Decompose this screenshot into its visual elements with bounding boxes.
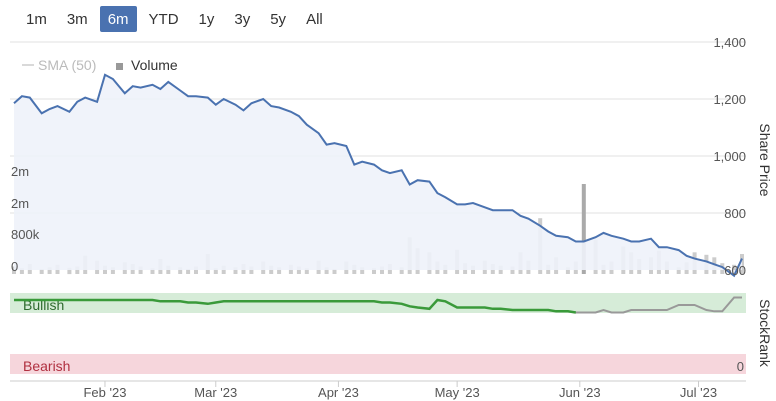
volume-bar <box>138 266 143 274</box>
volume-bar <box>304 268 309 274</box>
range-button-5y[interactable]: 5y <box>262 6 294 32</box>
price-axis: 1,400 1,200 1,000 800 600 <box>713 35 746 278</box>
price-tick-label: 1,200 <box>713 92 746 107</box>
volume-bar <box>332 269 337 274</box>
volume-bar <box>360 267 365 274</box>
volume-bar <box>12 266 16 274</box>
range-button-3y[interactable]: 3y <box>226 6 258 32</box>
volume-bar <box>178 267 183 274</box>
volume-bar <box>676 267 681 274</box>
volume-bar <box>233 267 238 274</box>
volume-bar <box>186 269 191 274</box>
volume-legend-label[interactable]: Volume <box>131 57 178 73</box>
x-tick-label: Mar '23 <box>194 385 237 400</box>
volume-bar <box>732 264 737 274</box>
volume-bar <box>399 267 404 274</box>
volume-tick-label: 2m <box>11 196 29 211</box>
volume-bar <box>19 268 24 274</box>
stockrank-line-bullish <box>14 298 576 314</box>
volume-bar <box>296 266 301 274</box>
sma-legend-label[interactable]: SMA (50) <box>38 57 96 73</box>
range-button-1m[interactable]: 1m <box>18 6 55 32</box>
volume-bar <box>110 267 115 274</box>
volume-bar <box>47 267 52 274</box>
volume-bar <box>194 266 198 274</box>
volume-bar <box>150 268 155 274</box>
volume-bar <box>249 266 254 274</box>
volume-bar <box>39 269 44 274</box>
volume-bar <box>380 266 384 274</box>
range-button-all[interactable]: All <box>298 6 331 32</box>
volume-axis: 2m 2m 800k 0 <box>11 164 40 274</box>
volume-tick-label: 800k <box>11 227 40 242</box>
range-button-3m[interactable]: 3m <box>59 6 96 32</box>
price-axis-title: Share Price <box>757 123 773 196</box>
range-button-6m[interactable]: 6m <box>99 6 137 32</box>
x-tick-label: Feb '23 <box>83 385 126 400</box>
volume-bar <box>75 266 80 274</box>
volume-tick-label: 0 <box>11 259 18 274</box>
range-button-ytd[interactable]: YTD <box>141 6 187 32</box>
volume-legend-icon[interactable] <box>116 63 123 70</box>
x-tick-label: May '23 <box>435 385 480 400</box>
volume-bar <box>581 184 586 274</box>
bearish-band <box>10 354 746 374</box>
x-tick-label: Jul '23 <box>680 385 717 400</box>
range-button-1y[interactable]: 1y <box>191 6 223 32</box>
price-tick-label: 800 <box>724 206 746 221</box>
stockrank-line-neutral <box>567 296 742 314</box>
volume-bar <box>277 267 282 274</box>
price-line <box>13 73 743 278</box>
stockrank-panel: Bullish Bearish 0 StockRank <box>10 293 773 374</box>
price-tick-label: 600 <box>724 263 746 278</box>
price-tick-label: 1,000 <box>713 149 746 164</box>
volume-bar <box>324 267 329 274</box>
volume-bar <box>565 267 570 274</box>
legend: SMA (50) Volume <box>22 57 178 73</box>
stockrank-zero-tick: 0 <box>737 359 744 374</box>
volume-bar <box>213 268 218 274</box>
stockrank-axis-title: StockRank <box>757 299 773 368</box>
volume-bar <box>67 267 72 275</box>
x-tick-label: Jun '23 <box>559 385 601 400</box>
x-tick-label: Apr '23 <box>318 385 359 400</box>
price-area-fill <box>14 74 742 276</box>
volume-bar <box>372 268 376 274</box>
volume-bar <box>510 266 515 274</box>
price-tick-label: 1,400 <box>713 35 746 50</box>
stockrank-line <box>14 296 742 314</box>
price-area <box>13 73 743 278</box>
bearish-label: Bearish <box>23 358 70 374</box>
range-selector: 1m 3m 6m YTD 1y 3y 5y All <box>18 6 331 34</box>
x-axis: Feb '23 Mar '23 Apr '23 May '23 Jun '23 Jul '… <box>10 380 746 400</box>
volume-tick-label: 2m <box>11 164 29 179</box>
